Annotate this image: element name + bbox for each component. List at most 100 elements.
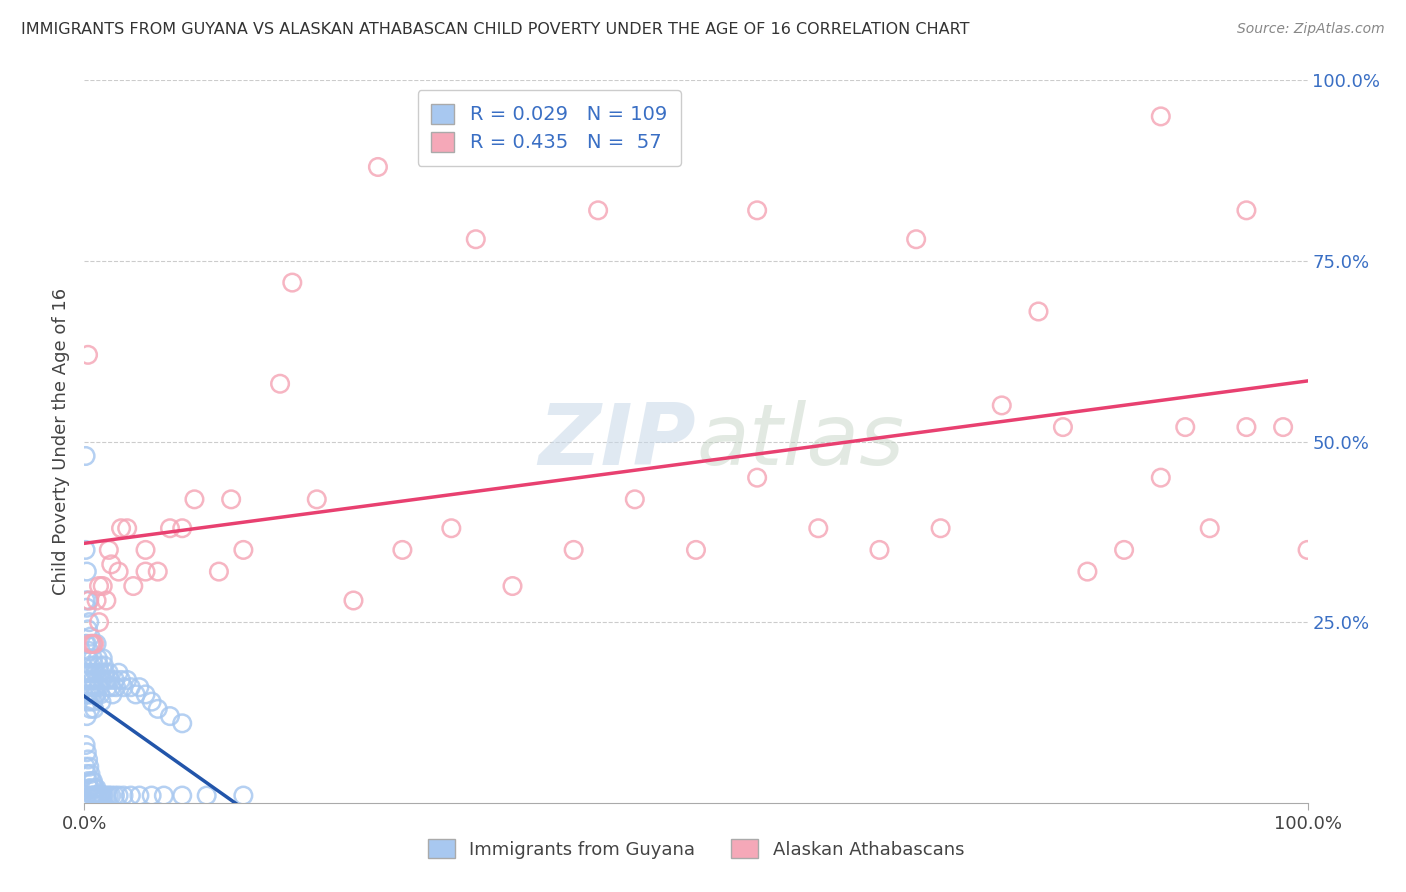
Point bbox=[75, 637, 97, 651]
Point bbox=[77, 781, 100, 796]
Point bbox=[342, 593, 364, 607]
Point bbox=[82, 651, 104, 665]
Point bbox=[367, 160, 389, 174]
Point bbox=[91, 579, 114, 593]
Point bbox=[1296, 542, 1319, 557]
Point bbox=[84, 781, 107, 796]
Point bbox=[232, 789, 254, 803]
Point bbox=[76, 745, 98, 759]
Point bbox=[101, 687, 124, 701]
Point bbox=[1174, 420, 1197, 434]
Point bbox=[82, 637, 104, 651]
Point bbox=[87, 579, 110, 593]
Point bbox=[232, 542, 254, 557]
Point bbox=[107, 565, 129, 579]
Point bbox=[1076, 565, 1098, 579]
Point bbox=[1236, 203, 1258, 218]
Point bbox=[219, 492, 242, 507]
Point bbox=[1236, 420, 1258, 434]
Point bbox=[141, 695, 163, 709]
Point bbox=[82, 695, 104, 709]
Point bbox=[90, 695, 112, 709]
Point bbox=[83, 781, 105, 796]
Point bbox=[79, 630, 101, 644]
Point bbox=[77, 593, 100, 607]
Point bbox=[77, 593, 100, 607]
Point bbox=[110, 673, 132, 687]
Point bbox=[77, 673, 100, 687]
Point bbox=[83, 789, 105, 803]
Point bbox=[91, 789, 114, 803]
Point bbox=[96, 673, 118, 687]
Point bbox=[86, 781, 108, 796]
Point bbox=[115, 521, 138, 535]
Point bbox=[89, 687, 111, 701]
Point bbox=[86, 593, 108, 607]
Point bbox=[80, 637, 103, 651]
Point bbox=[146, 565, 169, 579]
Point bbox=[97, 789, 120, 803]
Point bbox=[76, 709, 98, 723]
Point bbox=[586, 203, 609, 218]
Point bbox=[685, 542, 707, 557]
Point bbox=[146, 702, 169, 716]
Point bbox=[84, 665, 107, 680]
Point bbox=[125, 687, 148, 701]
Point bbox=[79, 767, 101, 781]
Point bbox=[79, 680, 101, 694]
Point bbox=[128, 680, 150, 694]
Point bbox=[75, 760, 97, 774]
Point bbox=[80, 687, 103, 701]
Point bbox=[79, 637, 101, 651]
Point bbox=[82, 673, 104, 687]
Point bbox=[1272, 420, 1295, 434]
Point bbox=[77, 651, 100, 665]
Point bbox=[87, 789, 110, 803]
Point bbox=[86, 789, 108, 803]
Point bbox=[172, 789, 194, 803]
Point bbox=[77, 687, 100, 701]
Text: ZIP: ZIP bbox=[538, 400, 696, 483]
Point bbox=[83, 680, 105, 694]
Point bbox=[305, 492, 328, 507]
Point bbox=[120, 789, 142, 803]
Point bbox=[107, 789, 129, 803]
Point bbox=[93, 658, 115, 673]
Point bbox=[98, 673, 121, 687]
Point bbox=[77, 752, 100, 766]
Point bbox=[128, 789, 150, 803]
Point bbox=[77, 774, 100, 789]
Point bbox=[83, 637, 105, 651]
Point bbox=[77, 615, 100, 630]
Point bbox=[905, 232, 928, 246]
Point bbox=[159, 709, 181, 723]
Point bbox=[82, 774, 104, 789]
Point bbox=[502, 579, 524, 593]
Point bbox=[195, 789, 218, 803]
Point bbox=[80, 774, 103, 789]
Point bbox=[115, 673, 138, 687]
Point bbox=[87, 680, 110, 694]
Point bbox=[75, 665, 97, 680]
Text: IMMIGRANTS FROM GUYANA VS ALASKAN ATHABASCAN CHILD POVERTY UNDER THE AGE OF 16 C: IMMIGRANTS FROM GUYANA VS ALASKAN ATHABA… bbox=[21, 22, 970, 37]
Point bbox=[208, 565, 231, 579]
Point bbox=[1150, 470, 1173, 484]
Point bbox=[83, 658, 105, 673]
Point bbox=[75, 542, 97, 557]
Point bbox=[87, 789, 110, 803]
Point bbox=[77, 695, 100, 709]
Point bbox=[104, 673, 127, 687]
Point bbox=[90, 673, 112, 687]
Point bbox=[77, 665, 100, 680]
Point bbox=[104, 789, 127, 803]
Point bbox=[135, 542, 157, 557]
Point bbox=[77, 623, 100, 637]
Point bbox=[100, 680, 122, 694]
Point bbox=[86, 637, 108, 651]
Point bbox=[96, 789, 118, 803]
Point bbox=[75, 593, 97, 607]
Point bbox=[929, 521, 952, 535]
Point bbox=[269, 376, 291, 391]
Point bbox=[135, 565, 157, 579]
Point bbox=[79, 702, 101, 716]
